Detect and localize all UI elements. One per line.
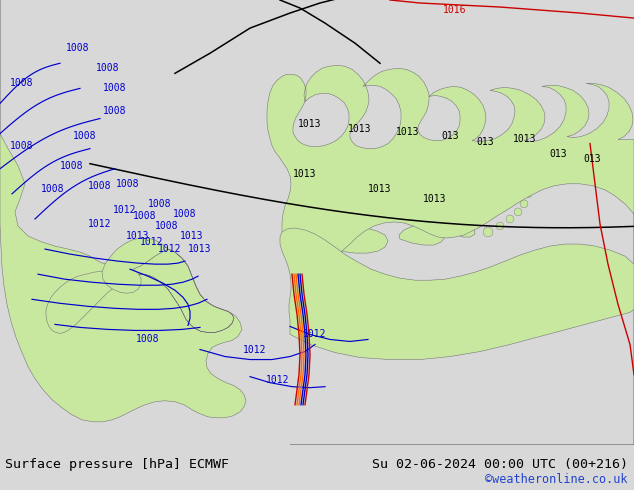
Text: 1008: 1008 [10,141,34,150]
Text: 013: 013 [549,148,567,159]
Text: 1013: 1013 [396,126,420,137]
Text: 1008: 1008 [173,209,197,219]
Text: 1013: 1013 [188,244,212,254]
Text: 1013: 1013 [424,194,447,204]
Text: 1008: 1008 [88,181,112,191]
Polygon shape [506,215,514,223]
Text: 1013: 1013 [294,169,317,179]
Text: Su 02-06-2024 00:00 UTC (00+216): Su 02-06-2024 00:00 UTC (00+216) [372,458,628,470]
Text: 1008: 1008 [41,184,65,194]
Polygon shape [520,200,528,208]
Polygon shape [527,181,533,187]
Text: 1013: 1013 [368,184,392,194]
Text: 1008: 1008 [133,211,157,221]
Text: 1008: 1008 [116,179,139,189]
Text: 1008: 1008 [103,83,127,94]
Text: ©weatheronline.co.uk: ©weatheronline.co.uk [485,473,628,487]
Text: 1008: 1008 [136,335,160,344]
Text: 1012: 1012 [243,344,267,354]
Text: 1013: 1013 [348,123,372,134]
Text: 1012: 1012 [140,237,164,247]
Text: 1012: 1012 [266,375,290,385]
Text: 1008: 1008 [148,199,172,209]
Text: 1008: 1008 [66,43,90,53]
Polygon shape [298,227,388,253]
Text: 1008: 1008 [74,131,97,141]
Text: 013: 013 [441,131,459,141]
Text: 1013: 1013 [126,231,150,241]
Polygon shape [483,227,493,237]
Text: 1008: 1008 [155,221,179,231]
Polygon shape [514,208,522,216]
Polygon shape [496,222,504,230]
Polygon shape [46,249,234,333]
Text: 1008: 1008 [103,106,127,117]
Text: 1012: 1012 [158,244,182,254]
Text: 1016: 1016 [443,5,467,15]
Text: 1013: 1013 [514,134,537,144]
Text: 1012: 1012 [113,205,137,215]
Text: 1012: 1012 [88,219,112,229]
Text: 013: 013 [583,154,601,164]
Text: Surface pressure [hPa] ECMWF: Surface pressure [hPa] ECMWF [5,458,229,470]
Polygon shape [280,228,634,360]
Text: 1013: 1013 [298,119,321,128]
Text: 1012: 1012 [303,329,327,340]
Text: 1008: 1008 [96,63,120,74]
Polygon shape [454,226,475,237]
Polygon shape [524,190,532,198]
Text: 013: 013 [476,137,494,147]
Text: 1013: 1013 [180,231,204,241]
Text: 1008: 1008 [10,78,34,88]
Text: 1008: 1008 [60,161,84,171]
Polygon shape [102,238,168,294]
Polygon shape [267,65,634,445]
Polygon shape [399,225,445,245]
Polygon shape [0,0,246,422]
